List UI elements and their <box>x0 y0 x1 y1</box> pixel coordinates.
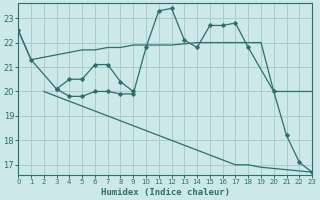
X-axis label: Humidex (Indice chaleur): Humidex (Indice chaleur) <box>101 188 230 197</box>
